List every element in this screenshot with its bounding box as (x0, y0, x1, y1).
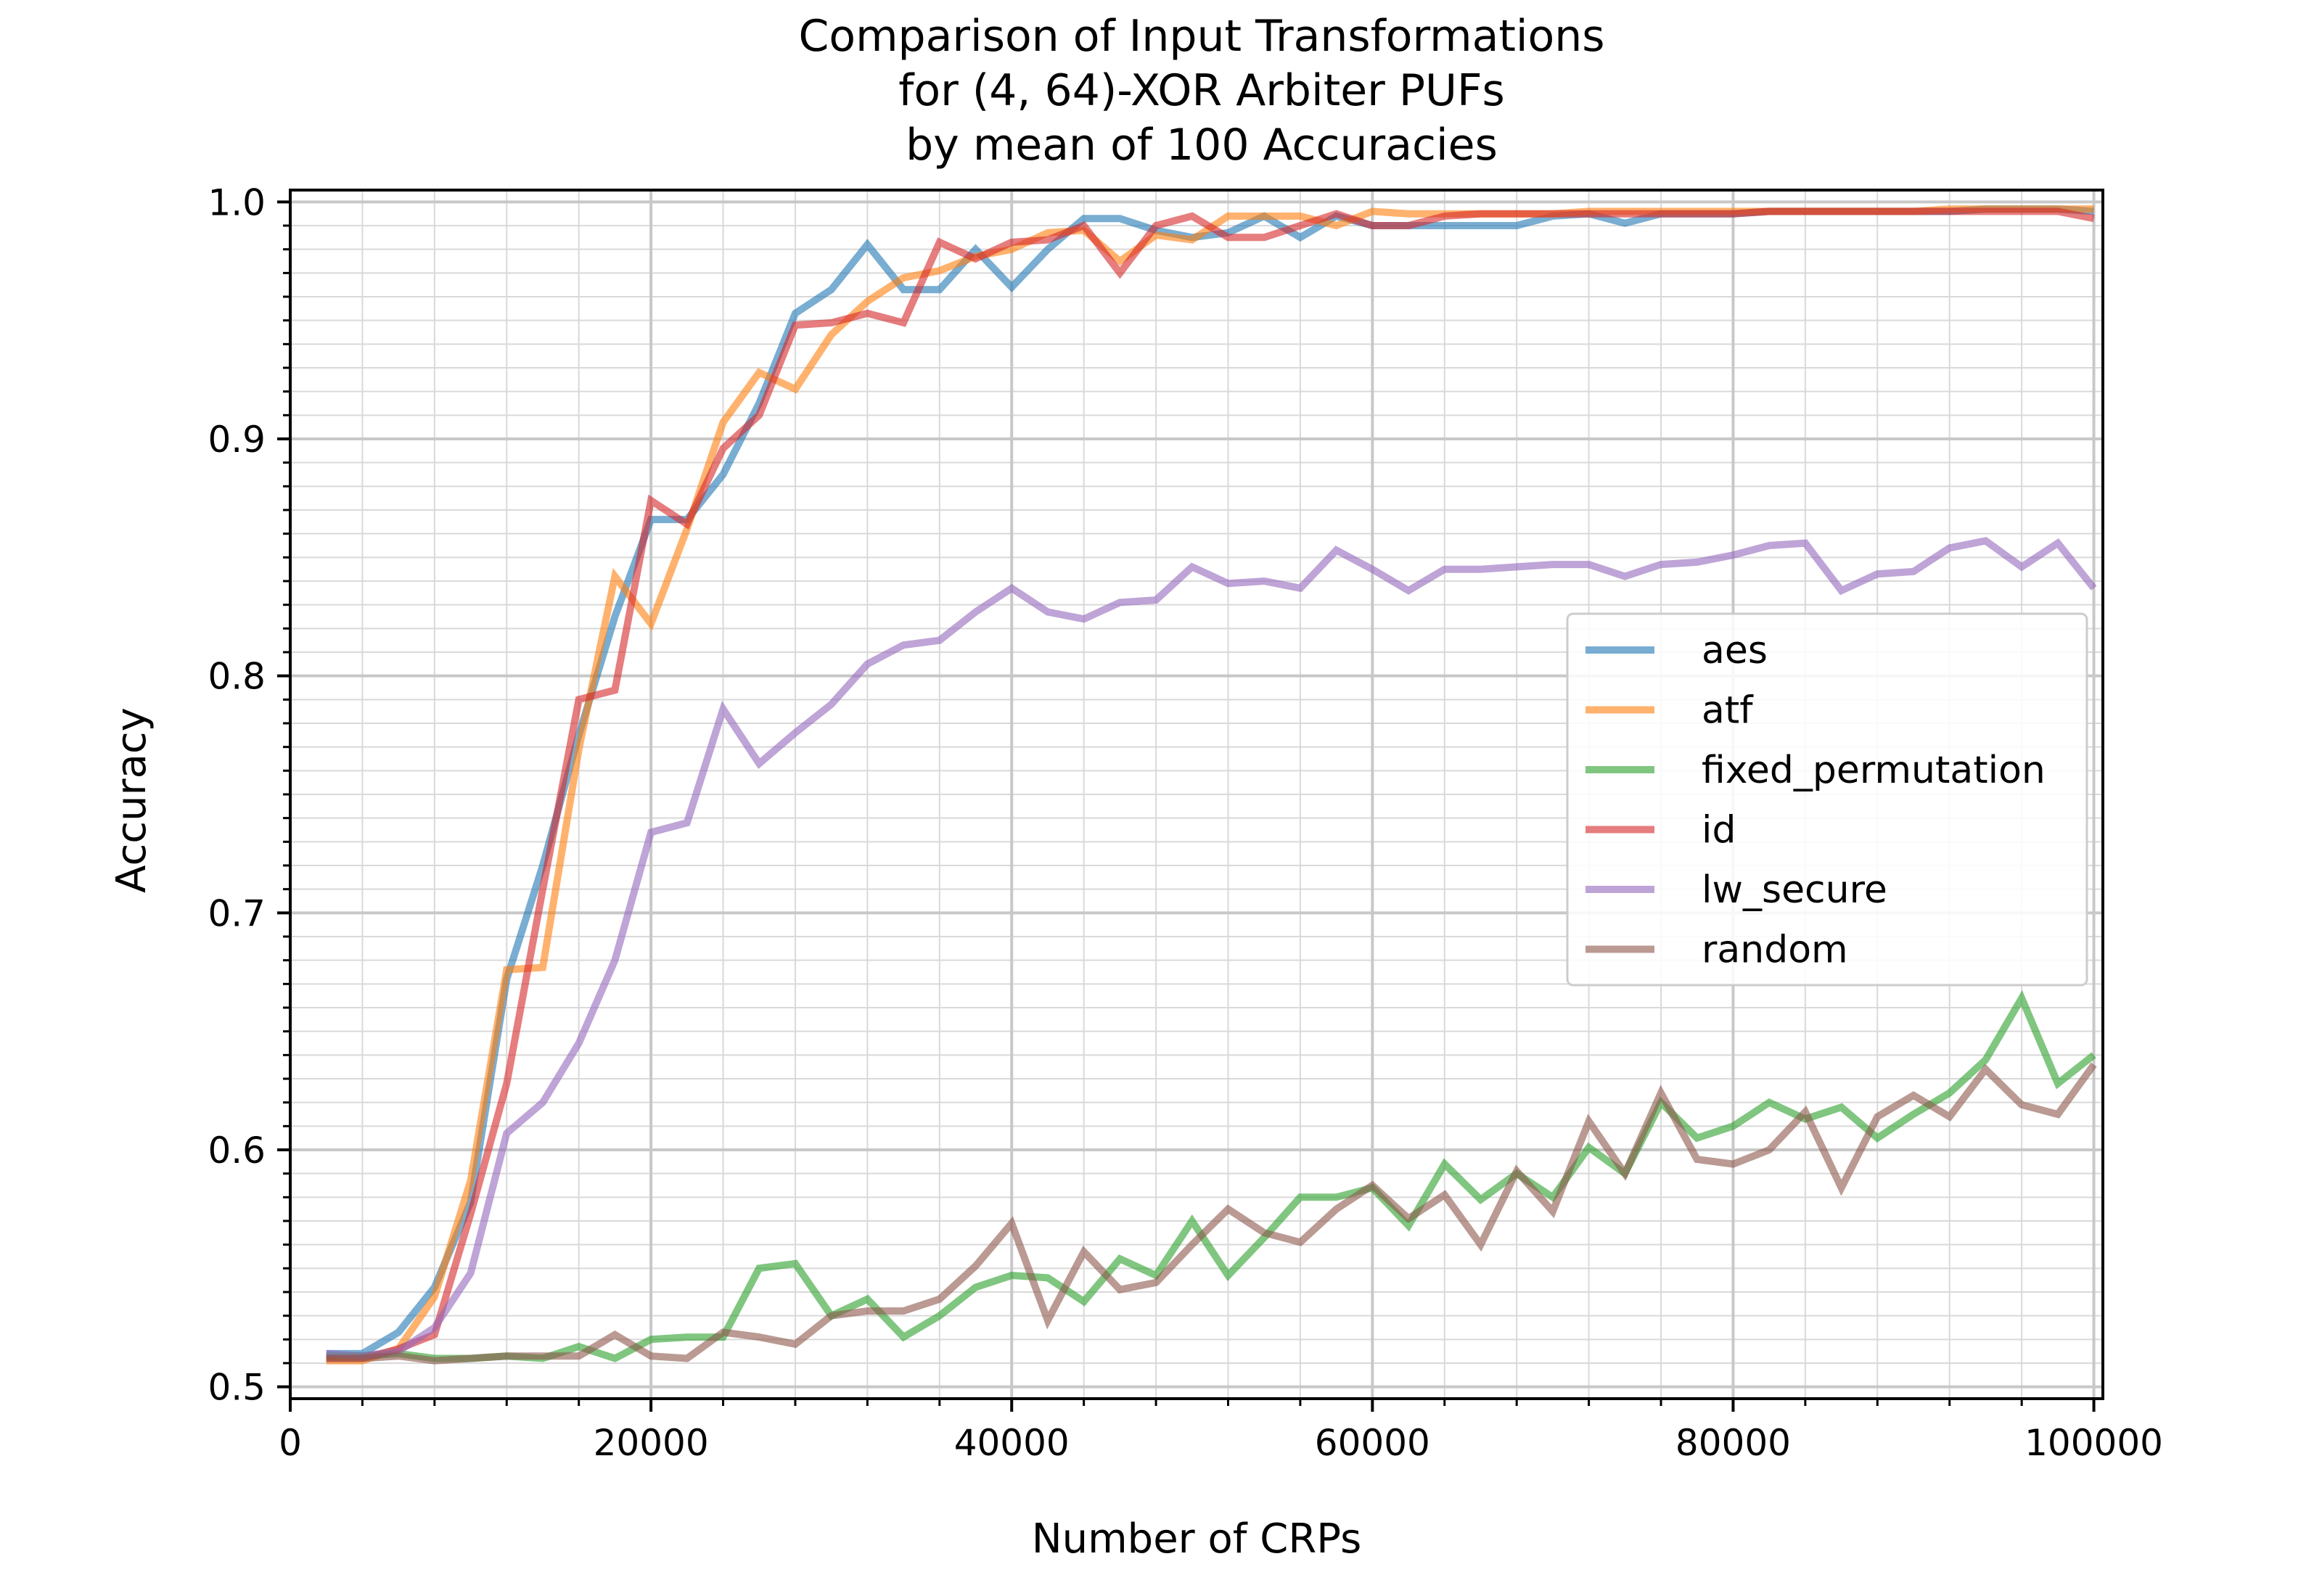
y-tick-label: 1.0 (208, 181, 266, 223)
y-tick-label: 0.7 (208, 892, 266, 934)
x-axis-ticks: 0 20000 40000 60000 80000 100000 (279, 1399, 2163, 1464)
legend-label-atf: atf (1702, 689, 1754, 733)
x-tick-label: 20000 (594, 1422, 709, 1464)
y-tick-label: 0.6 (208, 1130, 266, 1172)
legend-label-random: random (1702, 929, 1848, 972)
series-line-lw-secure (326, 537, 2097, 1360)
chart-title-line-3: by mean of 100 Accuracies (906, 120, 1498, 170)
chart-title-line-1: Comparison of Input Transformations (798, 11, 1604, 62)
x-tick-label: 80000 (1675, 1422, 1791, 1464)
legend-label-fixed-permutation: fixed_permutation (1702, 749, 2046, 792)
chart-title-line-2: for (4, 64)-XOR Arbiter PUFs (898, 65, 1505, 116)
series-layer (326, 205, 2097, 1365)
y-axis-label: Accuracy (108, 707, 155, 893)
x-tick-label: 0 (279, 1422, 302, 1464)
legend-box (1566, 612, 2088, 987)
y-tick-label: 0.9 (208, 419, 266, 461)
y-tick-label: 0.8 (208, 656, 266, 698)
legend-label-lw-secure: lw_secure (1702, 868, 1887, 912)
x-tick-label: 100000 (2024, 1422, 2163, 1464)
x-tick-label: 40000 (954, 1422, 1070, 1464)
x-axis-label: Number of CRPs (1032, 1515, 1362, 1563)
series-line-random (326, 1062, 2097, 1365)
legend-label-id: id (1702, 809, 1736, 852)
y-axis-ticks: 0.5 0.6 0.7 0.8 0.9 1.0 (208, 181, 290, 1409)
legend-label-aes: aes (1702, 629, 1768, 672)
y-tick-label: 0.5 (208, 1367, 266, 1409)
x-tick-label: 60000 (1315, 1422, 1430, 1464)
series-line-id (326, 207, 2095, 1362)
